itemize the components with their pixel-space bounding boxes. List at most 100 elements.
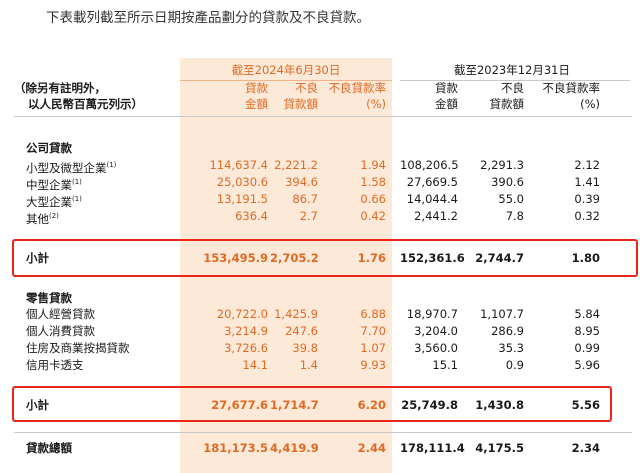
retail-row-label: 住房及商業按揭貸款 — [26, 341, 130, 355]
intro-text: 下表載列截至所示日期按產品劃分的貸款及不良貸款。 — [46, 10, 370, 26]
corporate-row-3-cell-1: 13,191.5 — [216, 192, 268, 206]
total-cell-1: 181,173.5 — [203, 441, 268, 455]
corporate-row-label: 大型企業(1) — [26, 194, 82, 209]
corporate-subtotal-box — [12, 239, 638, 277]
rowhead-line2: 以人民幣百萬元列示） — [28, 97, 143, 111]
corporate-row-4-cell-3: 0.42 — [360, 209, 386, 223]
corporate-row-3-cell-5: 55.0 — [498, 192, 524, 206]
total-label: 貸款總額 — [26, 441, 72, 455]
retail-subtotal-cell-3: 6.20 — [357, 398, 386, 412]
corporate-row-2-cell-6: 1.41 — [574, 175, 600, 189]
period2-divider — [400, 80, 630, 81]
col-npl2-h1: 不良 — [501, 81, 524, 95]
corporate-row-1-cell-3: 1.94 — [360, 158, 386, 172]
col-npl-h1: 不良 — [295, 81, 318, 95]
corporate-row-2-cell-5: 390.6 — [491, 175, 524, 189]
retail-row-2-cell-4: 3,204.0 — [414, 324, 458, 338]
retail-row-4-cell-1: 14.1 — [242, 358, 268, 372]
retail-row-3-cell-6: 0.99 — [574, 341, 600, 355]
corporate-row-4-cell-5: 7.8 — [505, 209, 524, 223]
retail-row-2-cell-1: 3,214.9 — [224, 324, 268, 338]
corporate-row-2-cell-1: 25,030.6 — [216, 175, 268, 189]
retail-row-1-cell-5: 1,107.7 — [480, 307, 524, 321]
retail-row-4-cell-5: 0.9 — [505, 358, 524, 372]
current-period-highlight — [180, 58, 392, 473]
retail-subtotal-box — [12, 386, 612, 422]
retail-row-1-cell-1: 20,722.0 — [216, 307, 268, 321]
period2-header: 截至2023年12月31日 — [453, 63, 571, 77]
corporate-row-1-cell-6: 2.12 — [574, 158, 600, 172]
col-ratio-h1: 不良貸款率 — [328, 81, 387, 95]
retail-row-3-cell-2: 39.8 — [292, 341, 318, 355]
period1-divider — [180, 80, 392, 81]
total-top-line — [14, 432, 632, 433]
total-cell-2: 4,419.9 — [270, 441, 319, 455]
period1-header: 截至2024年6月30日 — [231, 63, 341, 77]
retail-row-2-cell-5: 286.9 — [491, 324, 524, 338]
col-loan-h1: 貸款 — [245, 81, 268, 95]
corporate-row-2-cell-2: 394.6 — [285, 175, 318, 189]
corporate-row-4-cell-1: 636.4 — [235, 209, 268, 223]
corporate-row-1-cell-1: 114,637.4 — [209, 158, 268, 172]
retail-row-2-cell-6: 8.95 — [574, 324, 600, 338]
retail-row-2-cell-3: 7.70 — [360, 324, 386, 338]
rowhead-line1: （除另有註明外， — [14, 81, 106, 95]
corporate-subtotal-cell-2: 2,705.2 — [270, 251, 319, 265]
col-npl-h2: 貸款額 — [283, 97, 319, 111]
total-cell-3: 2.44 — [357, 441, 386, 455]
total-cell-6: 2.34 — [571, 441, 600, 455]
corporate-row-1-cell-4: 108,206.5 — [400, 158, 459, 172]
col-ratio2-h2: (%) — [580, 97, 600, 111]
retail-row-3-cell-3: 1.07 — [360, 341, 386, 355]
corporate-row-3-cell-6: 0.39 — [574, 192, 600, 206]
corporate-row-2-cell-3: 1.58 — [360, 175, 386, 189]
retail-row-label: 信用卡透支 — [26, 358, 84, 372]
corporate-row-2-cell-4: 27,669.5 — [406, 175, 458, 189]
retail-subtotal-label: 小計 — [26, 398, 49, 412]
corporate-subtotal-cell-3: 1.76 — [357, 251, 386, 265]
col-loan2-h2: 金額 — [435, 97, 458, 111]
retail-row-1-cell-4: 18,970.7 — [406, 307, 458, 321]
retail-subtotal-cell-6: 5.56 — [571, 398, 600, 412]
col-loan2-h1: 貸款 — [435, 81, 458, 95]
retail-subtotal-cell-1: 27,677.6 — [211, 398, 268, 412]
col-loan-h2: 金額 — [245, 97, 268, 111]
total-cell-5: 4,175.5 — [475, 441, 524, 455]
retail-row-label: 個人經營貸款 — [26, 307, 95, 321]
corporate-subtotal-label: 小計 — [26, 251, 49, 265]
retail-row-4-cell-6: 5.96 — [574, 358, 600, 372]
retail-row-3-cell-1: 3,726.6 — [224, 341, 268, 355]
retail-row-4-cell-2: 1.4 — [299, 358, 318, 372]
corporate-subtotal-cell-1: 153,495.9 — [203, 251, 268, 265]
corporate-row-label: 中型企業(1) — [26, 177, 82, 192]
total-cell-4: 178,111.4 — [400, 441, 465, 455]
col-npl2-h2: 貸款額 — [489, 97, 525, 111]
corporate-subtotal-cell-4: 152,361.6 — [400, 251, 465, 265]
corporate-row-3-cell-2: 86.7 — [292, 192, 318, 206]
retail-row-2-cell-2: 247.6 — [285, 324, 318, 338]
corporate-subtotal-cell-5: 2,744.7 — [475, 251, 524, 265]
retail-row-1-cell-6: 5.84 — [574, 307, 600, 321]
retail-title: 零售貸款 — [26, 291, 72, 305]
retail-row-1-cell-3: 6.88 — [360, 307, 386, 321]
corporate-row-4-cell-2: 2.7 — [299, 209, 318, 223]
header-bottom-line — [14, 116, 632, 117]
corporate-row-1-cell-2: 2,221.2 — [274, 158, 318, 172]
corporate-title: 公司貸款 — [26, 141, 72, 155]
corporate-row-3-cell-3: 0.66 — [360, 192, 386, 206]
col-ratio-h2: (%) — [366, 97, 386, 111]
corporate-row-label: 其他(2) — [26, 211, 59, 226]
retail-row-label: 個人消費貸款 — [26, 324, 95, 338]
corporate-row-3-cell-4: 14,044.4 — [406, 192, 458, 206]
retail-row-3-cell-4: 3,560.0 — [414, 341, 458, 355]
corporate-row-4-cell-4: 2,441.2 — [414, 209, 458, 223]
retail-subtotal-cell-5: 1,430.8 — [475, 398, 524, 412]
corporate-row-1-cell-5: 2,291.3 — [480, 158, 524, 172]
retail-row-1-cell-2: 1,425.9 — [274, 307, 318, 321]
corporate-subtotal-cell-6: 1.80 — [571, 251, 600, 265]
corporate-row-label: 小型及微型企業(1) — [26, 160, 117, 175]
corporate-row-4-cell-6: 0.32 — [574, 209, 600, 223]
retail-row-4-cell-4: 15.1 — [432, 358, 458, 372]
retail-subtotal-cell-2: 1,714.7 — [270, 398, 319, 412]
retail-row-3-cell-5: 35.3 — [498, 341, 524, 355]
